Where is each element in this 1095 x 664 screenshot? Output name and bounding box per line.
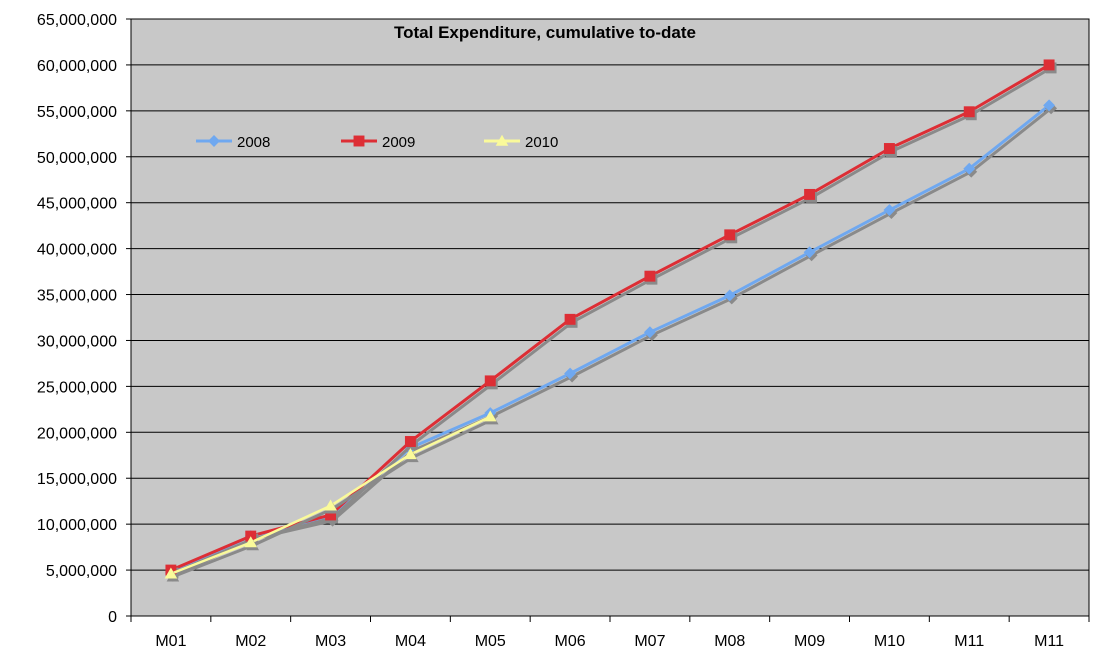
data-point-2010: [404, 448, 417, 460]
series-2009: [165, 59, 1057, 579]
y-tick-label: 65,000,000: [37, 12, 117, 29]
legend-item-2008: 2008: [196, 134, 270, 151]
series-line-2009: [170, 63, 1050, 572]
x-tick-label: M11: [1034, 633, 1064, 650]
legend-label: 2008: [237, 134, 270, 151]
y-tick-label: 15,000,000: [37, 471, 117, 488]
x-tick-label: M10: [874, 633, 905, 650]
x-tick-label: M03: [315, 633, 346, 650]
y-tick-label: 25,000,000: [37, 379, 117, 396]
y-tick-label: 45,000,000: [37, 196, 117, 213]
y-tick-label: 35,000,000: [37, 288, 117, 305]
data-point-2009: [404, 436, 416, 447]
y-tick-label: 40,000,000: [37, 242, 117, 259]
y-tick-label: 50,000,000: [37, 150, 117, 167]
y-tick-label: 60,000,000: [37, 58, 117, 75]
x-tick-label: M09: [794, 633, 825, 650]
data-point-2008: [963, 162, 976, 175]
data-point-2008: [643, 326, 656, 339]
data-point-2009: [484, 375, 496, 387]
data-point-2009: [963, 106, 975, 118]
x-tick-label: M04: [395, 633, 426, 650]
plot-area: [131, 19, 1089, 616]
legend-marker-diamond: [208, 135, 220, 147]
data-point-2010: [164, 567, 178, 579]
data-point-2010: [244, 536, 258, 548]
data-point-2009: [724, 229, 736, 241]
x-tick-label: M06: [555, 633, 586, 650]
series-shadow: [172, 107, 1053, 578]
data-point-2009: [325, 509, 337, 521]
data-point-2010: [324, 499, 337, 511]
x-tick-label: M11: [954, 633, 984, 650]
x-tick-label: M02: [235, 633, 266, 650]
data-point-2009: [804, 188, 816, 200]
x-tick-label: M05: [475, 633, 506, 650]
data-point-2008: [803, 246, 816, 259]
chart-title: Total Expenditure, cumulative to-date: [394, 23, 696, 42]
legend-label: 2009: [382, 134, 415, 151]
data-point-2009: [245, 530, 257, 542]
y-tick-label: 20,000,000: [37, 425, 117, 442]
series-group: [164, 59, 1058, 582]
x-tick-label: M01: [155, 633, 186, 650]
y-tick-label: 10,000,000: [37, 517, 117, 534]
y-tick-label: 30,000,000: [37, 333, 117, 350]
data-point-2010: [483, 410, 497, 422]
x-tick-label: M07: [634, 633, 665, 650]
legend-marker-triangle: [495, 134, 509, 146]
data-point-2009: [564, 313, 576, 325]
legend-marker-square: [353, 135, 365, 147]
series-2010: [164, 410, 499, 582]
data-point-2009: [1043, 59, 1055, 71]
legend: 2008 2009 2010: [196, 134, 558, 151]
data-point-2008: [883, 204, 896, 216]
legend-item-2010: 2010: [484, 134, 558, 151]
x-tick-label: M08: [714, 633, 745, 650]
data-point-2008: [723, 289, 736, 302]
data-point-2008: [564, 367, 577, 380]
series-shadow: [172, 66, 1052, 575]
axes: 0 5,000,000 10,000,000 15,000,000 20,000,000…: [37, 12, 1090, 650]
data-point-2009: [644, 270, 656, 282]
data-point-2009: [883, 143, 895, 154]
y-tick-label: 55,000,000: [37, 104, 117, 121]
legend-item-2009: 2009: [341, 134, 415, 151]
y-tick-label: 5,000,000: [46, 563, 117, 580]
y-tick-label: 0: [108, 609, 117, 626]
legend-label: 2010: [525, 134, 558, 151]
data-point-2008: [1043, 99, 1056, 112]
